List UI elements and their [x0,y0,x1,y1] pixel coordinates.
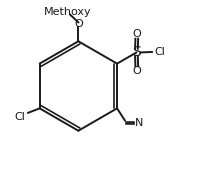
Text: S: S [132,45,141,60]
Text: Cl: Cl [154,47,165,57]
Text: N: N [135,118,144,128]
Text: O: O [132,66,141,76]
Text: O: O [74,19,83,29]
Text: O: O [132,29,141,39]
Text: Methoxy: Methoxy [44,7,91,17]
Text: Cl: Cl [15,112,26,122]
